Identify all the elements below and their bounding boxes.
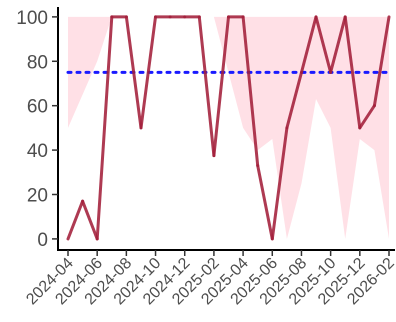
y-tick-label: 60 [27,97,48,118]
series-line-segment [343,15,362,130]
confidence-band-layer [68,16,389,239]
series-line-layer [66,15,391,241]
series-line-segment [81,199,99,241]
series-line-segment [256,164,274,241]
y-tick-label: 0 [37,230,48,251]
y-tick-label: 80 [27,52,48,73]
series-line-segment [358,104,376,130]
series-line-segment [285,70,303,130]
series-line-segment [197,15,216,158]
series-line-segment [300,15,318,74]
series-line-segment [139,15,157,130]
y-tick-label: 100 [16,8,48,29]
y-tick-label: 20 [27,185,48,206]
series-line-segment [95,15,114,241]
series-line-segment [270,126,289,241]
series-line-segment [329,15,347,74]
series-line-segment [372,15,391,108]
series-line-segment [212,15,230,158]
series-line-segment [314,15,333,74]
confidence-band [68,16,389,239]
y-tick-label: 40 [27,141,48,162]
series-line-segment [124,15,143,130]
series-line-segment [241,15,260,168]
series-line-segment [66,199,85,241]
